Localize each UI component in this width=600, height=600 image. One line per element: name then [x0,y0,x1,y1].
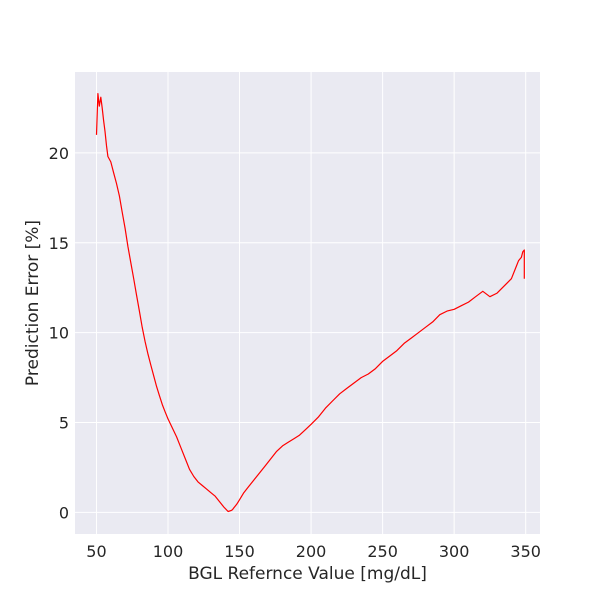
y-tick-label: 10 [49,324,69,343]
y-tick-label: 20 [49,144,69,163]
plot-area [75,72,540,534]
x-tick-label: 300 [439,542,470,561]
x-axis-label: BGL Refernce Value [mg/dL] [188,564,427,584]
x-tick-label: 350 [510,542,541,561]
x-tick-label: 100 [153,542,184,561]
x-tick-label: 250 [367,542,398,561]
series-layer [95,92,525,513]
grid-lines [75,72,540,534]
y-tick-label: 15 [49,234,69,253]
tick-labels: 50 100 150 200 250 300 350 0 5 10 15 20 [49,144,541,561]
x-tick-label: 200 [296,542,327,561]
y-axis-label: Prediction Error [%] [23,220,43,386]
prediction-error-line [95,92,525,513]
y-tick-label: 5 [59,414,69,433]
x-tick-label: 150 [224,542,255,561]
y-tick-label: 0 [59,503,69,522]
x-tick-label: 50 [86,542,106,561]
